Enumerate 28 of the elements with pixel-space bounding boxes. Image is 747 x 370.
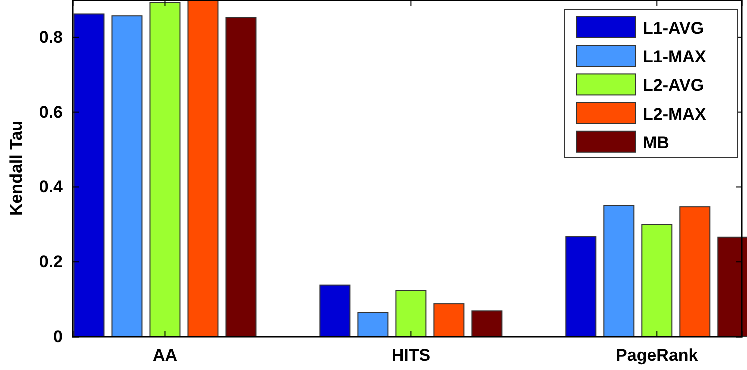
bar [150, 2, 181, 338]
bar [434, 304, 465, 338]
legend-label: L1-MAX [643, 48, 707, 67]
legend-label: L2-AVG [643, 76, 704, 96]
legend-label: L1-AVG [643, 19, 704, 38]
bar [358, 312, 389, 338]
y-tick-label: 0.6 [39, 102, 63, 122]
bar [680, 206, 711, 338]
y-tick-label: 0.2 [39, 252, 63, 272]
y-axis-title: Kendall Tau [7, 120, 26, 216]
bar [604, 205, 635, 338]
bar [188, 0, 219, 338]
bar [396, 290, 427, 338]
y-tick-label: 0 [54, 327, 63, 346]
bar [112, 16, 143, 338]
x-tick-label: AA [152, 346, 178, 366]
y-tick-label: 0.4 [39, 178, 64, 197]
legend-label: MB [643, 133, 670, 152]
x-tick-label: HITS [392, 346, 431, 366]
bar [642, 224, 673, 338]
bar [226, 17, 257, 338]
legend-label: L2-MAX [643, 104, 707, 124]
bar [566, 236, 597, 338]
bar [472, 310, 503, 338]
y-tick-label: 0.8 [39, 28, 63, 47]
bar [320, 284, 351, 338]
bar [74, 14, 105, 338]
x-tick-label: PageRank [616, 346, 699, 366]
